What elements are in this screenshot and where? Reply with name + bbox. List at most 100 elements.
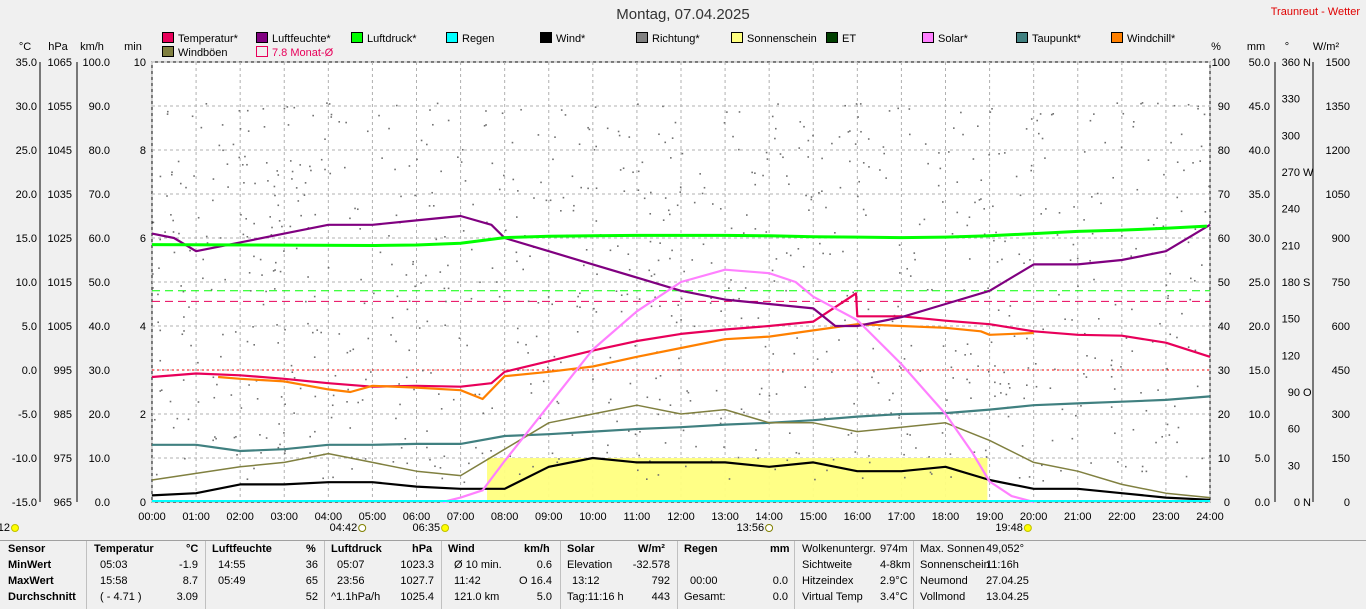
site-name: Traunreut - Wetter [1270, 6, 1360, 18]
wind-r2b: O 16.4 [518, 575, 552, 587]
direction-point [1093, 113, 1095, 115]
direction-point [309, 165, 311, 168]
direction-point [964, 354, 966, 356]
direction-point [799, 121, 802, 123]
direction-point [924, 143, 927, 145]
direction-point [678, 357, 680, 360]
direction-point [249, 290, 252, 292]
direction-point [779, 153, 782, 155]
astro-value-0: 49,052° [986, 543, 1025, 555]
tick-solar: 900 [1332, 233, 1350, 245]
direction-point [1015, 175, 1018, 178]
tick-time: 01:00 [182, 511, 210, 523]
direction-point [246, 478, 249, 481]
direction-point [994, 365, 996, 367]
direction-point [825, 206, 827, 209]
direction-point [1113, 388, 1116, 390]
direction-point [221, 124, 224, 126]
direction-point [274, 261, 277, 264]
direction-point [560, 210, 562, 212]
direction-point [913, 252, 916, 254]
direction-point [356, 208, 359, 211]
direction-point [903, 358, 906, 360]
direction-point [963, 289, 965, 291]
direction-point [330, 113, 333, 116]
tick-time: 18:00 [932, 511, 960, 523]
direction-point [345, 121, 347, 124]
direction-point [1036, 119, 1038, 122]
direction-point [252, 326, 254, 328]
direction-point [432, 205, 435, 207]
direction-point [655, 377, 657, 380]
direction-point [658, 398, 661, 401]
direction-point [737, 456, 740, 459]
direction-point [659, 375, 662, 377]
direction-point [357, 401, 359, 404]
direction-point [983, 208, 986, 210]
under-axis-time-0: 13:12 [0, 522, 10, 534]
tick-temp: -10.0 [12, 453, 37, 465]
direction-point [549, 199, 552, 202]
tick-solar: 600 [1332, 321, 1350, 333]
direction-point [831, 142, 833, 145]
unit-left-2: km/h [80, 41, 104, 53]
direction-point [972, 158, 975, 160]
astro-label-0: Max. Sonnen [920, 543, 985, 555]
direction-point [1060, 469, 1062, 472]
direction-point [774, 137, 776, 140]
hum-min: 36 [305, 559, 318, 571]
direction-point [1044, 157, 1046, 159]
direction-point [462, 230, 465, 232]
direction-point [396, 295, 399, 298]
direction-point [691, 259, 694, 261]
direction-point [984, 449, 987, 452]
direction-point [1100, 202, 1102, 205]
direction-point [1041, 137, 1044, 140]
legend-item-1: Luftfeuchte* [256, 32, 331, 45]
direction-point [1125, 337, 1128, 339]
direction-point [906, 267, 909, 270]
direction-point [662, 219, 665, 221]
direction-point [516, 327, 519, 330]
direction-point [1000, 392, 1002, 394]
direction-point [626, 293, 629, 296]
legend-label: Windböen [178, 47, 228, 59]
direction-point [1187, 103, 1190, 106]
direction-point [649, 240, 652, 243]
direction-point [980, 179, 983, 182]
direction-point [157, 321, 159, 324]
direction-point [1030, 169, 1032, 172]
direction-point [1157, 389, 1159, 391]
direction-point [807, 156, 810, 158]
legend-label: Wind* [556, 33, 586, 45]
direction-point [571, 434, 574, 436]
direction-point [595, 311, 598, 313]
tick-time: 05:00 [359, 511, 387, 523]
direction-point [637, 469, 639, 472]
direction-point [190, 344, 192, 347]
direction-point [868, 461, 871, 464]
direction-point [738, 148, 740, 151]
direction-point [230, 394, 233, 396]
direction-point [1187, 346, 1190, 348]
direction-point [867, 138, 870, 140]
direction-point [966, 343, 969, 345]
direction-point [277, 342, 280, 344]
press-min-time: 05:07 [337, 559, 365, 571]
direction-point [956, 211, 959, 214]
direction-point [414, 285, 416, 288]
series-7 [442, 268, 1034, 504]
direction-point [646, 396, 649, 399]
direction-point [289, 160, 292, 162]
direction-point [354, 207, 356, 210]
direction-point [576, 331, 579, 333]
direction-point [299, 387, 302, 390]
direction-point [330, 416, 333, 419]
direction-point [440, 170, 442, 173]
direction-point [1190, 277, 1192, 280]
direction-point [1163, 173, 1165, 176]
direction-point [949, 453, 952, 455]
direction-point [1162, 225, 1165, 228]
direction-point [777, 103, 779, 105]
legend-item-3: Regen [446, 32, 494, 45]
